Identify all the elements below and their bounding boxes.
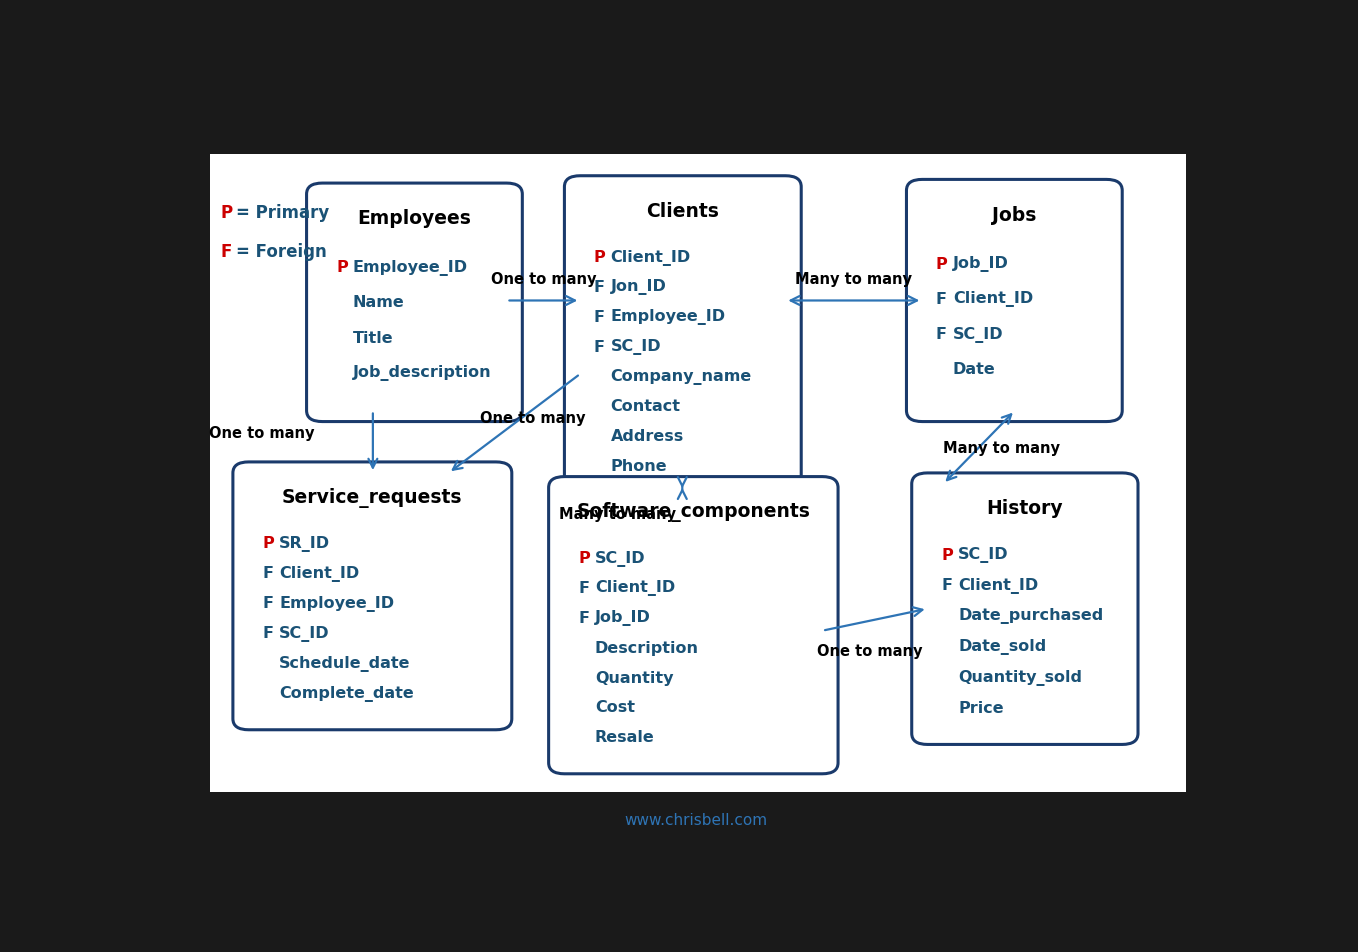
Text: Quantity_sold: Quantity_sold bbox=[957, 669, 1082, 684]
Text: Service_requests: Service_requests bbox=[282, 487, 463, 507]
Text: SR_ID: SR_ID bbox=[280, 535, 330, 551]
Text: SC_ID: SC_ID bbox=[280, 625, 330, 641]
Text: Job_description: Job_description bbox=[353, 365, 492, 381]
Text: P: P bbox=[262, 536, 274, 551]
Text: = Primary: = Primary bbox=[236, 205, 329, 222]
Text: Schedule_date: Schedule_date bbox=[280, 655, 410, 671]
Text: One to many: One to many bbox=[209, 426, 314, 441]
Text: Cost: Cost bbox=[595, 700, 636, 715]
Text: Title: Title bbox=[353, 330, 394, 346]
Text: One to many: One to many bbox=[481, 411, 585, 426]
Text: F: F bbox=[941, 578, 952, 593]
Text: Client_ID: Client_ID bbox=[280, 565, 360, 582]
Text: P: P bbox=[941, 547, 953, 563]
Text: P: P bbox=[936, 256, 948, 271]
Text: P: P bbox=[579, 550, 589, 565]
Text: P: P bbox=[335, 260, 348, 275]
FancyBboxPatch shape bbox=[209, 154, 1187, 792]
Text: Description: Description bbox=[595, 640, 699, 655]
Text: F: F bbox=[593, 339, 604, 354]
Text: Many to many: Many to many bbox=[942, 440, 1059, 455]
Text: P: P bbox=[220, 205, 232, 222]
Text: Date: Date bbox=[953, 362, 995, 377]
Text: F: F bbox=[593, 309, 604, 325]
Text: SC_ID: SC_ID bbox=[611, 339, 661, 355]
Text: Jon_ID: Jon_ID bbox=[611, 279, 667, 295]
Text: Price: Price bbox=[957, 700, 1004, 715]
FancyBboxPatch shape bbox=[549, 477, 838, 774]
Text: SC_ID: SC_ID bbox=[953, 327, 1004, 342]
Text: Name: Name bbox=[353, 295, 405, 310]
Text: F: F bbox=[579, 610, 589, 625]
Text: Date_purchased: Date_purchased bbox=[957, 607, 1103, 624]
Text: One to many: One to many bbox=[818, 644, 922, 659]
FancyBboxPatch shape bbox=[565, 176, 801, 503]
Text: Resale: Resale bbox=[595, 729, 655, 744]
Text: Job_ID: Job_ID bbox=[953, 256, 1009, 271]
FancyBboxPatch shape bbox=[234, 463, 512, 730]
Text: Job_ID: Job_ID bbox=[595, 609, 650, 625]
Text: Employee_ID: Employee_ID bbox=[280, 595, 394, 611]
Text: SC_ID: SC_ID bbox=[957, 546, 1009, 563]
Text: F: F bbox=[936, 327, 947, 342]
FancyBboxPatch shape bbox=[307, 184, 523, 422]
Text: F: F bbox=[262, 565, 273, 581]
Text: Many to many: Many to many bbox=[558, 506, 675, 522]
Text: History: History bbox=[986, 499, 1063, 518]
Text: Contact: Contact bbox=[611, 399, 680, 414]
Text: F: F bbox=[593, 280, 604, 295]
Text: Employee_ID: Employee_ID bbox=[353, 260, 469, 275]
FancyBboxPatch shape bbox=[907, 180, 1122, 422]
Text: Jobs: Jobs bbox=[993, 206, 1036, 225]
Text: Clients: Clients bbox=[646, 202, 720, 221]
Text: Employees: Employees bbox=[357, 209, 471, 228]
Text: F: F bbox=[579, 581, 589, 595]
Text: Client_ID: Client_ID bbox=[611, 249, 691, 266]
Text: F: F bbox=[936, 291, 947, 307]
Text: P: P bbox=[593, 250, 606, 265]
Text: F: F bbox=[262, 596, 273, 611]
Text: F: F bbox=[220, 243, 232, 260]
Text: Date_sold: Date_sold bbox=[957, 638, 1046, 654]
Text: Many to many: Many to many bbox=[796, 271, 913, 287]
Text: Phone: Phone bbox=[611, 458, 667, 473]
FancyBboxPatch shape bbox=[911, 473, 1138, 744]
Text: Client_ID: Client_ID bbox=[953, 291, 1033, 307]
Text: Client_ID: Client_ID bbox=[595, 580, 675, 596]
Text: Complete_date: Complete_date bbox=[280, 685, 414, 701]
Text: One to many: One to many bbox=[490, 271, 596, 287]
Text: F: F bbox=[262, 625, 273, 641]
Text: Quantity: Quantity bbox=[595, 670, 674, 684]
Text: Address: Address bbox=[611, 428, 684, 444]
Text: Employee_ID: Employee_ID bbox=[611, 309, 727, 325]
Text: SC_ID: SC_ID bbox=[595, 550, 645, 566]
Text: Client_ID: Client_ID bbox=[957, 577, 1039, 593]
Text: Software_components: Software_components bbox=[576, 502, 811, 522]
Text: = Foreign: = Foreign bbox=[236, 243, 327, 260]
Text: www.chrisbell.com: www.chrisbell.com bbox=[625, 812, 767, 827]
Text: Company_name: Company_name bbox=[611, 368, 752, 385]
